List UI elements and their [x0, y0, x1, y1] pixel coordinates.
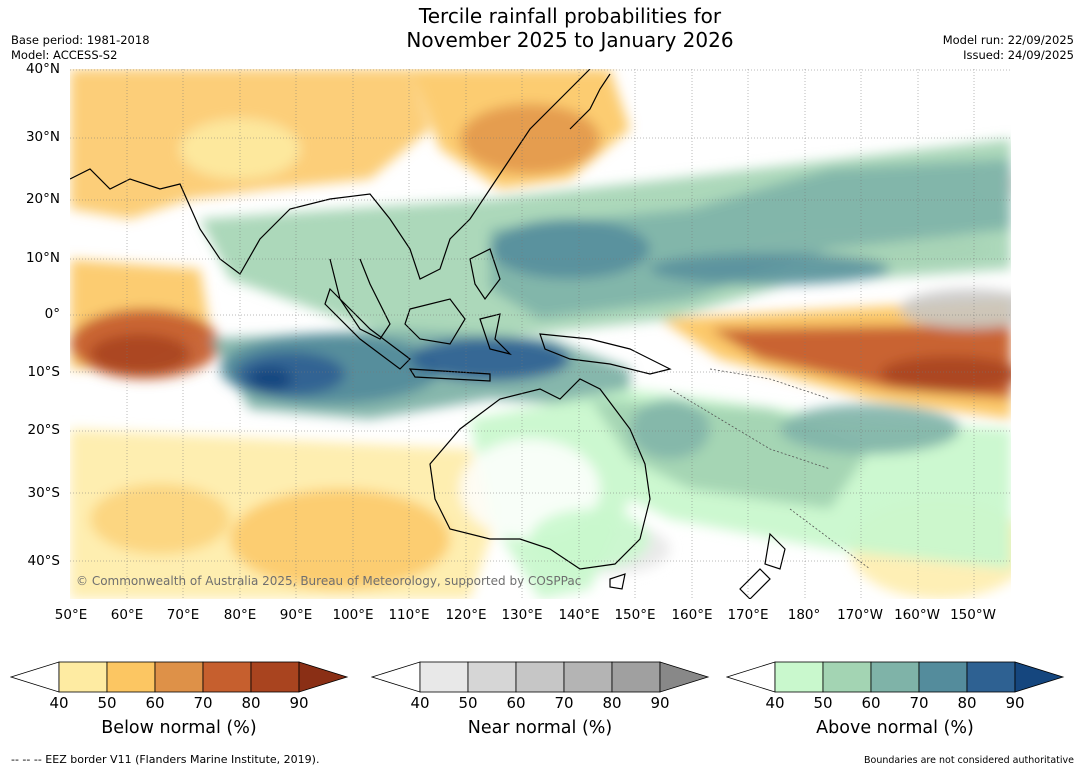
meta-right: Model run: 22/09/2025 Issued: 24/09/2025	[943, 33, 1074, 63]
above-swatch-2	[822, 661, 872, 693]
near-swatch-2	[467, 661, 517, 693]
title-line-2: November 2025 to January 2026	[406, 28, 734, 52]
below-tick: 50	[97, 694, 117, 712]
above-tick: 90	[1005, 694, 1025, 712]
lon-label-100e: 100°E	[332, 607, 374, 623]
lon-label-170w: 170°W	[837, 607, 883, 623]
near-swatch-5	[611, 661, 661, 693]
colorbar-above-normal-swatches	[726, 661, 1065, 693]
below-swatch-5	[250, 661, 300, 693]
below-tick: 80	[241, 694, 261, 712]
colorbar-below-normal: 40 50 60 70 80 90 Below normal (%)	[10, 660, 350, 750]
above-swatch-5	[966, 661, 1016, 693]
near-tick: 90	[650, 694, 670, 712]
above-swatch-1	[774, 661, 824, 693]
colorbar-above-label: Above normal (%)	[816, 718, 974, 738]
lon-label-60e: 60°E	[110, 607, 144, 623]
below-swatch-2	[106, 661, 156, 693]
below-tick: 70	[193, 694, 213, 712]
lat-label-30n: 30°N	[25, 129, 60, 145]
above-swatch-0	[726, 661, 776, 693]
below-tick: 60	[145, 694, 165, 712]
above-tick: 80	[957, 694, 977, 712]
colorbar-near-normal-swatches	[371, 661, 710, 693]
above-swatch-4	[918, 661, 968, 693]
probability-map[interactable]: © Commonwealth of Australia 2025, Bureau…	[70, 69, 1011, 599]
colorbar-above-normal: 40 50 60 70 80 90 Above normal (%)	[726, 660, 1066, 750]
near-swatch-4	[563, 661, 613, 693]
near-tick: 40	[410, 694, 430, 712]
lon-label-140e: 140°E	[558, 607, 600, 623]
near-tick: 70	[554, 694, 574, 712]
below-swatch-1	[58, 661, 108, 693]
below-tick: 40	[49, 694, 69, 712]
lat-label-10s: 10°S	[27, 364, 61, 380]
colorbar-below-label: Below normal (%)	[101, 718, 257, 738]
lon-label-150e: 150°E	[614, 607, 656, 623]
near-swatch-6	[659, 661, 710, 693]
lon-label-90e: 90°E	[279, 607, 313, 623]
graticule	[70, 69, 1011, 599]
near-swatch-3	[515, 661, 565, 693]
near-tick: 50	[458, 694, 478, 712]
lon-label-120e: 120°E	[445, 607, 487, 623]
model-name: Model: ACCESS-S2	[11, 48, 118, 62]
boundary-disclaimer: Boundaries are not considered authoritat…	[864, 755, 1074, 766]
lon-label-180: 180°	[787, 607, 821, 623]
above-tick: 60	[861, 694, 881, 712]
lon-label-160w: 160°W	[894, 607, 940, 623]
above-tick: 50	[813, 694, 833, 712]
eez-borders	[669, 368, 871, 570]
map-canvas	[70, 69, 1011, 599]
lat-label-40s: 40°S	[27, 553, 61, 569]
map-credit: © Commonwealth of Australia 2025, Bureau…	[76, 574, 582, 588]
colorbar-below-normal-swatches	[10, 661, 349, 693]
near-swatch-0	[371, 661, 421, 693]
colorbar-near-normal: 40 50 60 70 80 90 Near normal (%)	[371, 660, 711, 750]
lat-label-20n: 20°N	[25, 191, 60, 207]
lon-label-130e: 130°E	[501, 607, 543, 623]
below-swatch-3	[154, 661, 204, 693]
lon-label-110e: 110°E	[388, 607, 430, 623]
lat-label-10n: 10°N	[25, 250, 60, 266]
lat-label-30s: 30°S	[27, 485, 61, 501]
lat-label-40n: 40°N	[25, 61, 60, 77]
near-swatch-1	[419, 661, 469, 693]
above-tick: 40	[765, 694, 785, 712]
issued-date: Issued: 24/09/2025	[963, 48, 1074, 62]
near-tick: 80	[602, 694, 622, 712]
above-swatch-3	[870, 661, 920, 693]
coastlines	[70, 69, 786, 599]
meta-left: Base period: 1981-2018 Model: ACCESS-S2	[11, 33, 150, 63]
lat-label-20s: 20°S	[27, 422, 61, 438]
chart-title: Tercile rainfall probabilities for Novem…	[300, 4, 840, 52]
lon-label-70e: 70°E	[166, 607, 200, 623]
lon-label-50e: 50°E	[54, 607, 88, 623]
near-tick: 60	[506, 694, 526, 712]
lon-label-170e: 170°E	[727, 607, 769, 623]
above-tick: 70	[909, 694, 929, 712]
below-tick: 90	[289, 694, 309, 712]
eez-footnote: -- -- -- EEZ border V11 (Flanders Marine…	[11, 753, 320, 766]
lat-label-0: 0°	[44, 306, 60, 322]
lon-label-80e: 80°E	[223, 607, 257, 623]
lon-label-150w: 150°W	[950, 607, 996, 623]
colorbar-near-label: Near normal (%)	[467, 718, 613, 738]
model-run: Model run: 22/09/2025	[942, 33, 1074, 47]
lon-label-160e: 160°E	[671, 607, 713, 623]
below-swatch-4	[202, 661, 252, 693]
below-swatch-6	[298, 661, 349, 693]
rainfall-probability-field	[70, 69, 1011, 599]
base-period: Base period: 1981-2018	[11, 33, 150, 47]
below-swatch-0	[10, 661, 60, 693]
above-swatch-6	[1014, 661, 1065, 693]
title-line-1: Tercile rainfall probabilities for	[418, 4, 722, 28]
